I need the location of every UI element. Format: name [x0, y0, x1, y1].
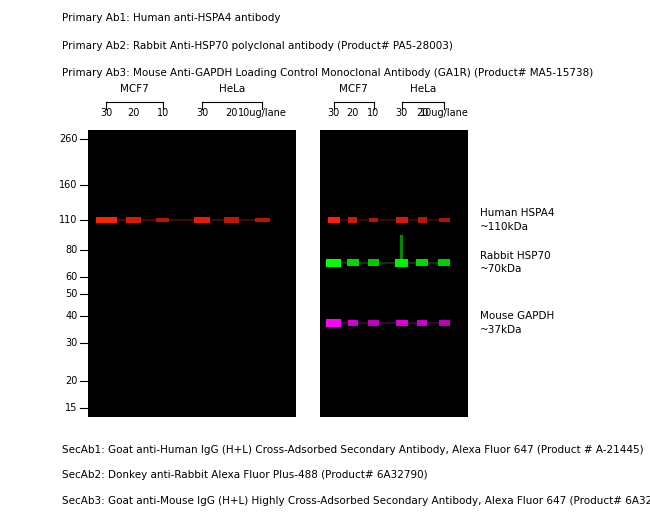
Bar — [395, 259, 408, 267]
Bar — [417, 320, 428, 326]
Bar — [368, 259, 380, 266]
Text: SecAb3: Goat anti-Mouse IgG (H+L) Highly Cross-Adsorbed Secondary Antibody, Alex: SecAb3: Goat anti-Mouse IgG (H+L) Highly… — [62, 496, 650, 506]
Bar — [396, 320, 408, 326]
Bar — [369, 320, 379, 326]
Text: Human HSPA4
~110kDa: Human HSPA4 ~110kDa — [480, 208, 554, 232]
Bar — [418, 217, 426, 222]
Bar — [96, 217, 117, 223]
Text: 40: 40 — [65, 311, 77, 321]
Text: 20: 20 — [65, 376, 77, 386]
Bar — [326, 259, 341, 267]
Text: 50: 50 — [65, 289, 77, 299]
Text: 20: 20 — [346, 108, 359, 118]
Text: 10ug/lane: 10ug/lane — [420, 108, 469, 118]
Text: MCF7: MCF7 — [339, 84, 368, 94]
Text: 30: 30 — [196, 108, 208, 118]
Text: 20: 20 — [127, 108, 140, 118]
Bar — [326, 319, 341, 327]
Text: Primary Ab1: Human anti-HSPA4 antibody: Primary Ab1: Human anti-HSPA4 antibody — [62, 13, 280, 23]
Text: 160: 160 — [59, 179, 77, 190]
Bar — [347, 259, 359, 266]
Bar — [417, 259, 428, 266]
Text: Primary Ab2: Rabbit Anti-HSP70 polyclonal antibody (Product# PA5-28003): Primary Ab2: Rabbit Anti-HSP70 polyclona… — [62, 41, 452, 51]
Text: SecAb1: Goat anti-Human IgG (H+L) Cross-Adsorbed Secondary Antibody, Alexa Fluor: SecAb1: Goat anti-Human IgG (H+L) Cross-… — [62, 445, 644, 455]
Bar — [194, 217, 211, 223]
Text: Primary Ab3: Mouse Anti-GAPDH Loading Control Monoclonal Antibody (GA1R) (Produc: Primary Ab3: Mouse Anti-GAPDH Loading Co… — [62, 68, 593, 79]
Bar — [224, 217, 239, 222]
Text: 20: 20 — [416, 108, 428, 118]
Text: HeLa: HeLa — [410, 84, 436, 94]
Bar — [369, 218, 378, 222]
Text: 10ug/lane: 10ug/lane — [238, 108, 287, 118]
Text: 30: 30 — [328, 108, 340, 118]
Bar — [439, 259, 450, 266]
Text: 15: 15 — [65, 403, 77, 413]
Text: HeLa: HeLa — [219, 84, 246, 94]
Bar — [348, 217, 358, 222]
Text: 260: 260 — [59, 134, 77, 144]
Text: 30: 30 — [100, 108, 112, 118]
Text: 30: 30 — [65, 338, 77, 348]
Text: Mouse GAPDH
~37kDa: Mouse GAPDH ~37kDa — [480, 311, 554, 335]
Text: 60: 60 — [65, 272, 77, 282]
Text: SecAb2: Donkey anti-Rabbit Alexa Fluor Plus-488 (Product# 6A32790): SecAb2: Donkey anti-Rabbit Alexa Fluor P… — [62, 470, 428, 481]
Text: Rabbit HSP70
~70kDa: Rabbit HSP70 ~70kDa — [480, 251, 551, 275]
Text: 80: 80 — [65, 245, 77, 255]
Text: 10: 10 — [157, 108, 169, 118]
Bar — [328, 217, 340, 223]
Text: MCF7: MCF7 — [120, 84, 149, 94]
Bar — [255, 218, 270, 222]
Text: 20: 20 — [225, 108, 237, 118]
Text: 10: 10 — [367, 108, 380, 118]
Bar — [396, 217, 408, 223]
Text: 110: 110 — [59, 215, 77, 225]
Bar — [348, 320, 358, 326]
Bar — [126, 217, 141, 222]
Bar — [439, 218, 450, 222]
Bar — [157, 218, 169, 222]
Bar — [400, 235, 404, 267]
Text: 30: 30 — [395, 108, 408, 118]
Bar — [439, 320, 450, 326]
